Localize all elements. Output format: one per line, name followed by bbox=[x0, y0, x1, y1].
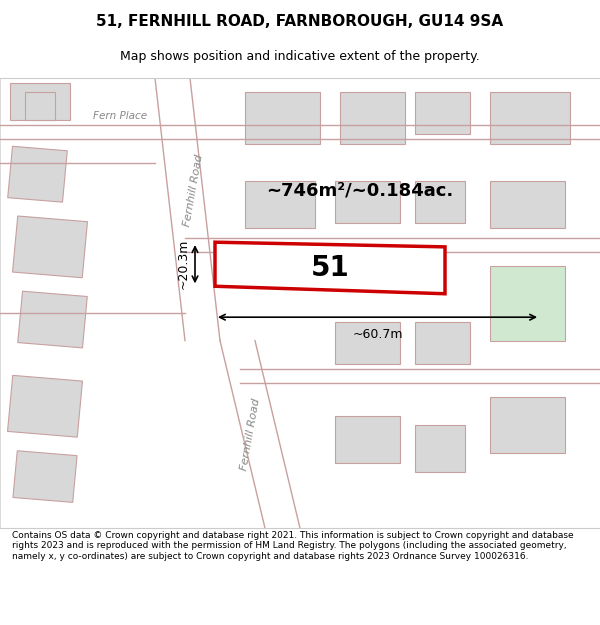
Polygon shape bbox=[13, 216, 88, 278]
Polygon shape bbox=[215, 242, 445, 294]
Bar bbox=[335, 181, 400, 223]
Bar bbox=[10, 82, 70, 120]
Bar bbox=[340, 92, 405, 144]
Text: Fernhill Road: Fernhill Road bbox=[182, 154, 204, 228]
Bar bbox=[415, 425, 465, 472]
Text: Fernhill Road: Fernhill Road bbox=[239, 398, 261, 471]
Text: 51: 51 bbox=[311, 254, 349, 282]
Text: ~60.7m: ~60.7m bbox=[352, 329, 403, 341]
Bar bbox=[25, 92, 55, 120]
Text: Fern Place: Fern Place bbox=[93, 111, 147, 121]
Text: Contains OS data © Crown copyright and database right 2021. This information is : Contains OS data © Crown copyright and d… bbox=[12, 531, 574, 561]
Bar bbox=[415, 92, 470, 134]
Bar bbox=[245, 181, 315, 228]
Bar bbox=[415, 181, 465, 223]
Bar bbox=[335, 322, 400, 364]
Bar bbox=[490, 92, 570, 144]
Text: ~20.3m: ~20.3m bbox=[177, 239, 190, 289]
Bar bbox=[490, 181, 565, 228]
Polygon shape bbox=[8, 146, 67, 202]
Polygon shape bbox=[13, 451, 77, 503]
Bar bbox=[245, 92, 320, 144]
Text: ~746m²/~0.184ac.: ~746m²/~0.184ac. bbox=[266, 182, 454, 199]
Text: Map shows position and indicative extent of the property.: Map shows position and indicative extent… bbox=[120, 50, 480, 62]
Bar bbox=[490, 397, 565, 453]
Bar bbox=[415, 322, 470, 364]
Polygon shape bbox=[18, 291, 87, 348]
Polygon shape bbox=[8, 376, 82, 437]
Bar bbox=[335, 416, 400, 462]
Bar bbox=[490, 266, 565, 341]
Text: 51, FERNHILL ROAD, FARNBOROUGH, GU14 9SA: 51, FERNHILL ROAD, FARNBOROUGH, GU14 9SA bbox=[97, 14, 503, 29]
